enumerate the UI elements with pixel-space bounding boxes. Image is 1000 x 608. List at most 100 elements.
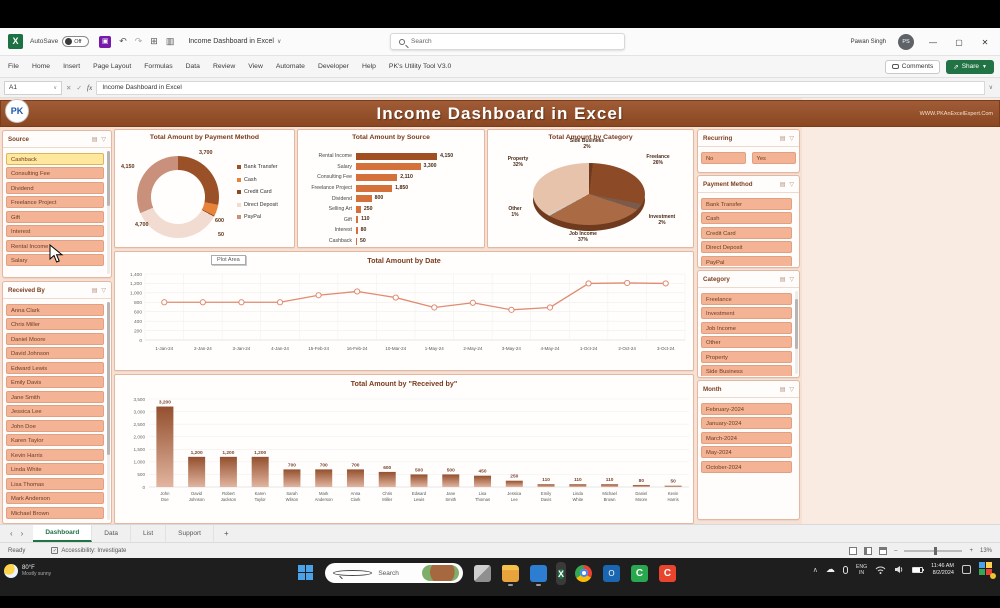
start-button[interactable] [298, 565, 314, 581]
column-bar[interactable] [188, 456, 206, 487]
column-bar[interactable] [601, 484, 619, 487]
insert-function-icon[interactable]: fx [86, 83, 93, 92]
tray-expand-icon[interactable]: ∧ [812, 566, 818, 574]
slicer-item-david-johnson[interactable]: David Johnson [6, 347, 104, 359]
avatar[interactable]: PS [898, 34, 914, 50]
column-bar[interactable] [283, 469, 301, 487]
excel-taskbar-icon[interactable]: X [558, 568, 565, 579]
bar[interactable] [356, 163, 421, 171]
scrollbar[interactable] [795, 291, 798, 374]
slicer-item-investment[interactable]: Investment [701, 307, 792, 319]
slicer-item-interest[interactable]: Interest [6, 225, 104, 237]
scrollbar[interactable] [107, 302, 110, 520]
zoom-in-button[interactable]: + [969, 547, 973, 554]
slicer-item-credit-card[interactable]: Credit Card [701, 226, 792, 239]
ribbon-tab-insert[interactable]: Insert [63, 63, 81, 70]
slicer-item-dividend[interactable]: Dividend [6, 181, 104, 194]
slicer-item-lisa-thomas[interactable]: Lisa Thomas [6, 477, 104, 490]
clear-filter-icon[interactable]: ▽ [789, 276, 794, 283]
slicer-item-march-2024[interactable]: March-2024 [701, 431, 792, 444]
slicer-item-karen-taylor[interactable]: Karen Taylor [6, 434, 104, 446]
slicer-item-jane-smith[interactable]: Jane Smith [6, 390, 104, 403]
slicer-item-linda-white[interactable]: Linda White [6, 463, 104, 475]
data-point[interactable] [546, 304, 554, 311]
slicer-item-cash[interactable]: Cash [701, 212, 792, 224]
bar[interactable] [356, 226, 358, 234]
multiselect-icon[interactable]: ▤ [91, 136, 98, 143]
slicer-item-job-income[interactable]: Job Income [701, 321, 792, 334]
volume-icon[interactable] [894, 565, 904, 574]
undo-icon[interactable]: ↶ [119, 36, 127, 46]
app-green-c-icon[interactable]: C [631, 564, 649, 582]
chrome-icon[interactable] [575, 564, 593, 582]
zoom-slider-thumb[interactable] [934, 546, 938, 555]
outlook-icon[interactable]: O [603, 564, 621, 582]
normal-view-icon[interactable] [849, 546, 858, 555]
column-bar[interactable] [474, 475, 492, 487]
page-layout-view-icon[interactable] [864, 546, 873, 555]
ribbon-tab-page-layout[interactable]: Page Layout [93, 63, 132, 70]
slicer-item-freelance[interactable]: Freelance [701, 292, 792, 305]
slicer-item-chris-miller[interactable]: Chris Miller [6, 318, 104, 330]
autosave-toggle[interactable]: AutoSave Off [30, 36, 90, 47]
slicer-item-no[interactable]: No [701, 151, 746, 164]
slicer-item-edward-lewis[interactable]: Edward Lewis [6, 361, 104, 374]
slicer-item-michael-brown[interactable]: Michael Brown [6, 506, 104, 519]
data-point[interactable] [508, 306, 515, 313]
table-icon[interactable]: ⊞ [150, 36, 158, 46]
column-bar[interactable] [632, 484, 650, 487]
app-red-c-icon[interactable]: C [659, 564, 677, 582]
slicer-item-gift[interactable]: Gift [6, 210, 104, 223]
line-chart-svg[interactable]: 0 200 400 600 800 1,000 1,200 1,400 1-Jan-24 2-Ja… [115, 266, 693, 370]
column-chart-svg[interactable]: 0 500 1,000 1,500 2,000 2,500 3,000 3,500 3,200 J… [115, 389, 693, 524]
ribbon-tab-developer[interactable]: Developer [317, 63, 349, 70]
language-indicator[interactable]: ENG IN [855, 563, 868, 576]
bar[interactable] [356, 195, 372, 203]
data-point[interactable] [469, 299, 476, 306]
notification-icon[interactable] [962, 565, 971, 574]
column-bar[interactable] [537, 484, 555, 487]
enter-icon[interactable]: ✓ [76, 84, 82, 92]
pie-chart[interactable] [533, 163, 645, 225]
multiselect-icon[interactable]: ▤ [779, 276, 786, 283]
bar[interactable] [356, 152, 438, 160]
redo-icon[interactable]: ↷ [134, 36, 143, 46]
onedrive-icon[interactable]: ☁ [825, 564, 835, 574]
microphone-icon[interactable] [842, 565, 848, 574]
sheet-tab-list[interactable]: List [131, 525, 167, 542]
slicer-item-yes[interactable]: Yes [751, 151, 796, 164]
new-sheet-button[interactable]: + [223, 529, 229, 538]
slicer-item-cashback[interactable]: Cashback [6, 152, 104, 165]
slicer-item-kevin-harris[interactable]: Kevin Harris [6, 448, 104, 461]
clear-filter-icon[interactable]: ▽ [101, 287, 106, 294]
restore-button[interactable]: ▢ [955, 37, 963, 47]
column-bar[interactable] [664, 485, 682, 487]
data-point[interactable] [276, 299, 284, 306]
data-point[interactable] [585, 280, 592, 287]
taskbar-search[interactable]: Search [325, 563, 463, 583]
name-box[interactable]: A1 ∨ [4, 80, 62, 95]
bar[interactable] [356, 173, 398, 181]
autosave-pill[interactable]: Off [62, 36, 90, 47]
data-point[interactable] [624, 279, 631, 287]
formula-input[interactable]: Income Dashboard in Excel [96, 80, 985, 95]
column-bar[interactable] [219, 456, 237, 487]
sheet-tab-dashboard[interactable]: Dashboard [33, 525, 93, 542]
zoom-level[interactable]: 13% [979, 547, 992, 554]
slicer-item-freelance-project[interactable]: Freelance Project [6, 196, 104, 208]
zoom-slider[interactable] [904, 546, 963, 555]
multiselect-icon[interactable]: ▤ [779, 135, 786, 142]
data-point[interactable] [199, 299, 206, 306]
search-input[interactable]: Search [390, 33, 625, 50]
slicer-item-john-doe[interactable]: John Doe [6, 419, 104, 432]
page-break-view-icon[interactable] [879, 546, 888, 555]
sheet-nav-left-icon[interactable]: ‹ [10, 529, 13, 538]
share-button[interactable]: ⇗ Share ▼ [946, 59, 994, 74]
column-bar[interactable] [569, 484, 587, 487]
comments-button[interactable]: Comments [884, 59, 941, 74]
data-point[interactable] [315, 292, 322, 299]
close-button[interactable]: ✕ [981, 37, 989, 47]
bar[interactable] [356, 205, 361, 213]
clear-filter-icon[interactable]: ▽ [789, 135, 794, 142]
scrollbar[interactable] [107, 151, 110, 274]
